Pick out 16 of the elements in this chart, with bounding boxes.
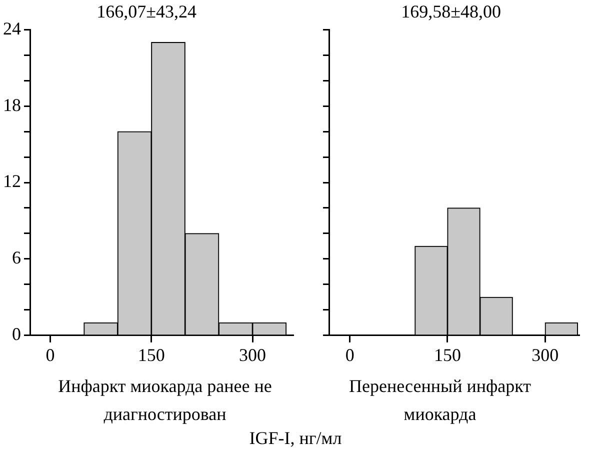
x-axis-title: Перенесенный инфаркт миокарда xyxy=(348,375,532,426)
text: IGF-I, нг/мл xyxy=(248,428,343,449)
y-tick-label: 12 xyxy=(3,171,21,192)
x-tick-label: 300 xyxy=(532,344,559,365)
y-tick-label: 6 xyxy=(12,248,21,268)
y-tick-label: 18 xyxy=(3,94,21,115)
x-tick-label: 0 xyxy=(345,344,354,365)
chart-title: 169,58±48,00 xyxy=(401,2,501,22)
chart-title: 166,07±43,24 xyxy=(96,2,196,22)
x-tick-label: 0 xyxy=(46,344,55,365)
x-tick-label: 150 xyxy=(138,344,165,365)
x-tick-label: 150 xyxy=(434,344,461,365)
y-tick-label: 24 xyxy=(3,18,21,38)
x-tick-label: 300 xyxy=(239,344,266,365)
y-tick-label: 0 xyxy=(12,324,21,344)
x-axis-title: Инфаркт миокарда ранее не диагностирован xyxy=(57,375,273,426)
